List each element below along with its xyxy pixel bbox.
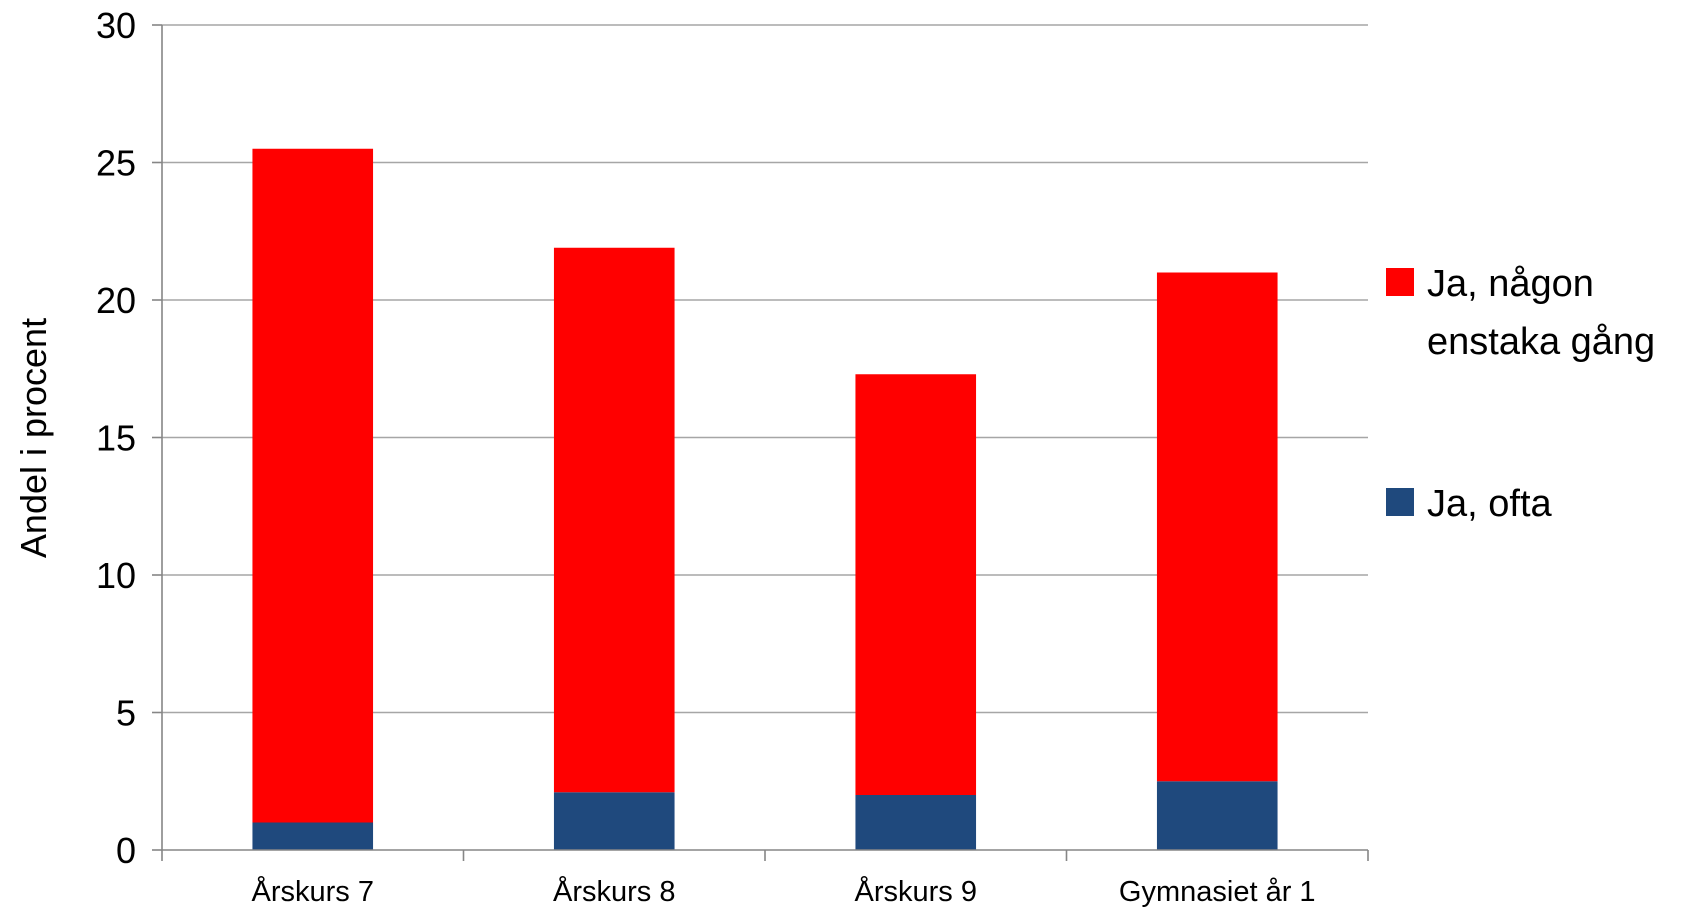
y-tick-label: 30: [96, 5, 136, 46]
legend-label: enstaka gång: [1427, 321, 1655, 363]
x-tick-label: Årskurs 8: [553, 875, 675, 908]
y-tick-label: 0: [116, 830, 136, 871]
legend-label: Ja, någon: [1427, 263, 1594, 305]
axes: 0 5 10 15 20 25 30 Årskurs 7 Årskurs 8 Årskurs 9 G…: [96, 5, 1369, 908]
bar-ja-n-gon-enstaka-g-ng: [855, 374, 977, 795]
y-tick-label: 15: [96, 418, 136, 459]
legend-swatch: [1386, 488, 1414, 516]
bars: [252, 148, 1278, 850]
y-tick-label: 5: [116, 693, 136, 734]
legend: Ja, någon enstaka gång Ja, ofta: [1386, 263, 1655, 525]
y-axis-title: Andel i procent: [13, 318, 54, 558]
bar-ja-ofta: [855, 795, 977, 850]
x-tick-label: Årskurs 7: [252, 875, 374, 908]
x-tick-label: Gymnasiet år 1: [1119, 876, 1316, 908]
legend-label: Ja, ofta: [1427, 483, 1552, 525]
bar-ja-n-gon-enstaka-g-ng: [1156, 272, 1278, 782]
y-tick-label: 20: [96, 280, 136, 321]
bar-ja-ofta: [252, 822, 374, 850]
x-tick-label: Årskurs 9: [855, 875, 977, 908]
bar-ja-ofta: [553, 792, 675, 850]
bar-ja-ofta: [1156, 781, 1278, 850]
y-tick-label: 10: [96, 555, 136, 596]
legend-swatch: [1386, 268, 1414, 296]
bar-ja-n-gon-enstaka-g-ng: [553, 247, 675, 793]
bar-ja-n-gon-enstaka-g-ng: [252, 148, 374, 823]
y-tick-label: 25: [96, 143, 136, 184]
